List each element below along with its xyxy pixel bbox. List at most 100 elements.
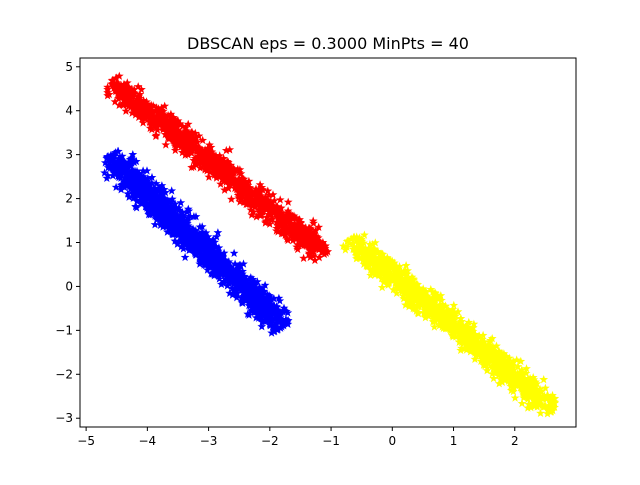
data-point [234, 261, 244, 271]
data-point [349, 232, 358, 242]
data-point [218, 170, 228, 180]
data-point [523, 394, 533, 403]
data-point [223, 166, 233, 175]
data-point [147, 172, 157, 182]
data-point [257, 322, 267, 331]
data-point [384, 260, 393, 269]
data-point [138, 118, 148, 127]
data-point [369, 252, 378, 262]
data-point [181, 224, 191, 234]
data-point [153, 201, 163, 210]
y-tick-label: 3 [65, 148, 73, 162]
data-point [245, 279, 255, 288]
data-point [276, 308, 286, 317]
data-point [160, 119, 169, 129]
data-point [381, 260, 390, 270]
data-point [455, 320, 465, 330]
data-point [170, 203, 179, 212]
data-point [159, 185, 169, 194]
data-point [130, 171, 140, 180]
data-point [245, 199, 255, 208]
data-point [194, 231, 203, 241]
data-point [156, 112, 166, 121]
data-point [498, 368, 508, 377]
data-point [513, 362, 523, 371]
data-point [368, 239, 377, 249]
data-point [229, 289, 238, 298]
data-point [469, 333, 479, 342]
data-point [467, 330, 477, 339]
data-point [516, 375, 526, 385]
data-point [511, 376, 521, 385]
data-point [311, 226, 321, 235]
data-point [381, 275, 391, 284]
data-point [183, 204, 193, 213]
data-point [208, 245, 217, 254]
data-point [478, 354, 487, 364]
data-point [392, 282, 402, 291]
data-point [215, 151, 225, 160]
data-point [110, 80, 119, 89]
data-point [207, 237, 217, 246]
data-point [435, 300, 445, 309]
data-point [369, 261, 379, 270]
data-point [160, 194, 170, 203]
data-point [525, 373, 535, 383]
data-point [194, 131, 204, 140]
data-point [173, 239, 183, 248]
data-point [174, 203, 184, 212]
data-point [214, 243, 224, 252]
data-point [205, 255, 215, 265]
data-point [346, 234, 356, 243]
data-point [254, 197, 263, 206]
data-point [378, 263, 388, 272]
data-point [200, 231, 210, 241]
data-point [230, 166, 239, 175]
data-point [238, 193, 248, 202]
data-point [359, 259, 369, 269]
data-point [226, 160, 236, 170]
data-point [192, 236, 202, 246]
data-point [221, 145, 231, 155]
data-point [152, 115, 162, 124]
cluster-1 [100, 146, 293, 337]
data-point [519, 391, 529, 400]
data-point [508, 365, 517, 374]
data-point [487, 334, 497, 343]
data-point [226, 271, 236, 280]
data-point [121, 106, 131, 115]
data-point [239, 295, 249, 304]
data-point [179, 244, 188, 253]
data-point [369, 244, 379, 253]
x-tick-label: −2 [261, 434, 279, 448]
data-point [504, 353, 514, 362]
data-point [527, 386, 537, 395]
data-point [488, 343, 498, 352]
data-point [517, 398, 527, 408]
data-point [265, 219, 275, 228]
data-point [494, 371, 503, 380]
data-point [185, 227, 195, 237]
data-point [465, 331, 474, 341]
data-point [224, 279, 234, 288]
data-point [424, 311, 434, 321]
data-point [429, 302, 438, 311]
data-point [392, 288, 402, 298]
data-point [263, 312, 273, 322]
data-point [301, 237, 310, 246]
data-point [529, 375, 539, 384]
data-point [209, 265, 219, 274]
data-point [220, 268, 229, 277]
data-point [220, 185, 229, 194]
data-point [210, 247, 219, 256]
data-point [237, 293, 246, 302]
data-point [305, 252, 315, 262]
data-point [283, 235, 293, 245]
data-point [473, 344, 483, 353]
data-point [428, 317, 438, 326]
data-point [120, 177, 129, 187]
data-point [355, 245, 365, 254]
data-point [194, 240, 204, 250]
data-point [240, 275, 250, 284]
data-point [421, 303, 431, 312]
